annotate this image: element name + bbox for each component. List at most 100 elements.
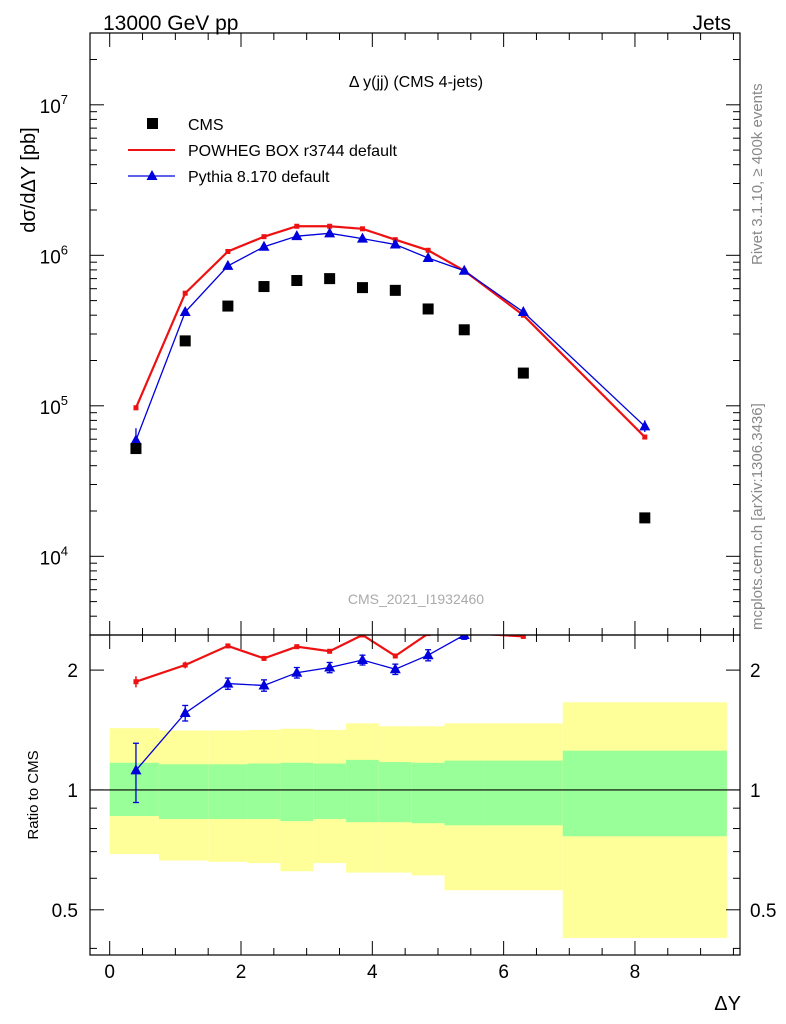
pythia-point (458, 264, 470, 275)
ratio-pythia-point (324, 661, 336, 672)
powheg-point (425, 247, 431, 253)
ratio-pythia-point (179, 707, 191, 718)
legend-powheg-label: POWHEG BOX r3744 default (188, 143, 398, 160)
cms-point (458, 324, 470, 336)
cms-point (222, 300, 234, 312)
ratio-ytick-label-right: 2 (750, 661, 761, 682)
ratio-powheg-point (392, 653, 398, 659)
ratio-powheg-point (133, 679, 139, 685)
ratio-ytick-label-left: 2 (67, 661, 78, 682)
powheg-point (261, 234, 267, 240)
main-ytick-label: 106 (40, 242, 68, 268)
pythia-point (179, 306, 191, 317)
ratio-xtick-label: 8 (630, 962, 641, 983)
cms-point (639, 512, 651, 524)
ratio-pythia-point (389, 663, 401, 674)
pythia-point (222, 259, 234, 270)
ratio-pythia-point (422, 649, 434, 660)
pythia-point (517, 306, 529, 317)
cms-point (422, 303, 434, 315)
ratio-ylabel: Ratio to CMS (25, 750, 42, 839)
ratio-powheg-point (327, 648, 333, 654)
band-inner (208, 764, 248, 820)
cms-point (258, 281, 270, 293)
ratio-powheg-line (135, 635, 524, 683)
ratio-xtick-label: 4 (367, 962, 378, 983)
ratio-ytick-label-left: 1 (67, 781, 78, 802)
ratio-panel: 0.5 0.5 1 1 2 2 0 2 4 6 8 Ratio to CMS ΔY (25, 634, 776, 1015)
cms-point (389, 284, 401, 296)
main-ytick-label: 104 (40, 543, 68, 569)
pythia-point (324, 227, 336, 238)
band-inner (378, 762, 412, 823)
pythia-line (135, 232, 646, 441)
cms-point (291, 275, 303, 287)
ratio-ytick-label-right: 1 (750, 781, 761, 802)
powheg-point (133, 405, 139, 411)
band-inner (247, 763, 281, 820)
powheg-point (327, 223, 333, 229)
ratio-pythia-point (458, 635, 470, 639)
pythia-point (291, 230, 303, 241)
powheg-point (642, 434, 648, 440)
legend-pythia-label: Pythia 8.170 default (188, 169, 330, 186)
legend: CMS POWHEG BOX r3744 default Pythia 8.17… (128, 117, 398, 186)
ratio-xlabel: ΔY (714, 993, 741, 1015)
band-inner (411, 762, 445, 824)
ratio-pythia-point (258, 679, 270, 690)
cms-point (179, 335, 191, 347)
cms-point (356, 282, 368, 294)
ratio-powheg-point (359, 635, 365, 638)
ratio-pythia-point (356, 654, 368, 665)
band-inner (280, 762, 314, 822)
powheg-line (134, 225, 646, 438)
header-left: 13000 GeV pp (103, 12, 238, 35)
main-title: Δ y(jj) (CMS 4-jets) (349, 74, 483, 91)
ratio-series-group (130, 635, 526, 804)
pythia-point (130, 434, 142, 445)
ratio-xtick-label: 2 (236, 962, 247, 983)
watermark: CMS_2021_I1932460 (348, 591, 484, 607)
band-inner (444, 760, 484, 826)
cms-point (517, 367, 529, 379)
pythia-point (422, 251, 434, 262)
ratio-powheg-point (261, 655, 267, 661)
main-panel: 104 105 106 107 Δ y(jj) (CMS 4-jets) dσ/dΔY… (18, 32, 741, 636)
main-ylabel: dσ/dΔY [pb] (18, 127, 40, 232)
ratio-powheg-point (225, 643, 231, 649)
ratio-pythia-line (135, 635, 465, 771)
ratio-ytick-label-left: 0.5 (52, 901, 78, 922)
ratio-pythia-point (222, 677, 234, 688)
powheg-point (182, 290, 188, 296)
pythia-point (389, 238, 401, 249)
ratio-xtick-label: 6 (498, 962, 509, 983)
ratio-powheg-point (294, 644, 300, 650)
powheg-point (225, 248, 231, 254)
ratio-pythia-point (291, 666, 303, 677)
legend-cms-label: CMS (188, 117, 224, 134)
mcplots-label: mcplots.cern.ch [arXiv:1306.3436] (749, 403, 766, 630)
ratio-xtick-label: 0 (104, 962, 115, 983)
ratio-frame (89, 634, 741, 956)
pythia-point (258, 240, 270, 251)
band-inner (483, 760, 563, 826)
band-inner (346, 759, 379, 823)
ratio-powheg-point (520, 635, 526, 639)
ratio-pythia-point (130, 764, 142, 775)
powheg-point (294, 223, 300, 229)
ratio-ytick-label-right: 0.5 (750, 901, 776, 922)
legend-pythia-marker (146, 170, 158, 180)
pythia-point (639, 420, 651, 431)
band-inner (158, 764, 209, 820)
ratio-powheg-point (182, 662, 188, 668)
main-ytick-label: 107 (40, 92, 68, 118)
cms-point (130, 443, 142, 455)
header-right: Jets (692, 12, 731, 35)
cms-point (324, 273, 336, 285)
band-inner (313, 763, 347, 820)
powheg-point (359, 226, 365, 232)
legend-cms-marker (147, 118, 158, 129)
main-ytick-label: 105 (40, 393, 68, 419)
pythia-point (356, 232, 368, 243)
